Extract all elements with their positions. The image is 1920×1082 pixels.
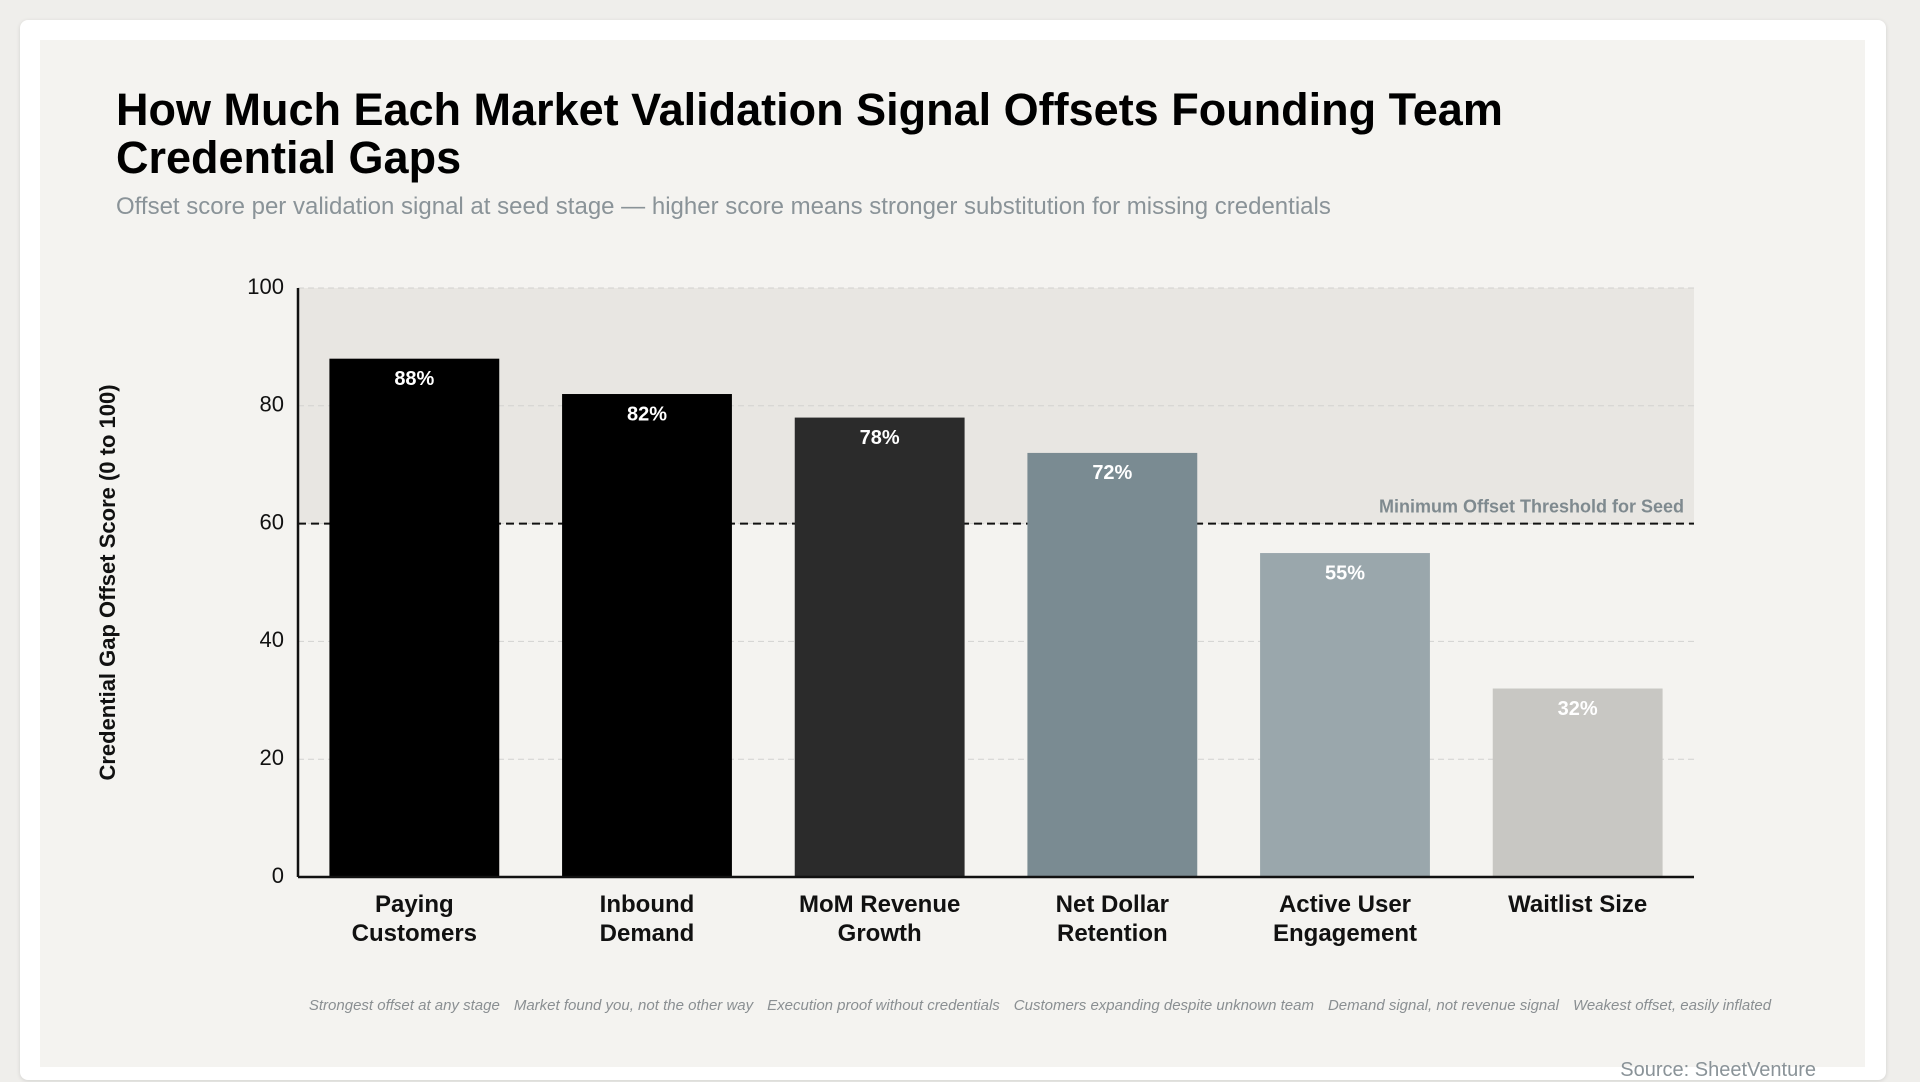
annotation: Market found you, not the other way (513, 997, 754, 1014)
value-label: 78% (860, 427, 900, 449)
bar (1492, 688, 1663, 877)
annotation: Customers expanding despite unknown team (1013, 997, 1314, 1014)
x-tick-label: Inbound Demand (599, 891, 695, 947)
card: How Much Each Market Validation Signal O… (20, 20, 1886, 1081)
y-tick-label: 0 (272, 863, 284, 888)
source: Source: SheetVenture (1620, 1059, 1816, 1081)
bar (329, 358, 500, 877)
threshold-label: Minimum Offset Threshold for Seed (1379, 496, 1684, 516)
x-tick-label: Net Dollar Retention (1055, 891, 1169, 947)
y-tick-label: 60 (260, 509, 284, 534)
y-tick-label: 80 (260, 392, 284, 417)
x-tick-label: MoM Revenue Growth (798, 891, 961, 947)
bar (562, 394, 732, 877)
threshold-zone (298, 288, 1694, 524)
panel: How Much Each Market Validation Signal O… (40, 40, 1865, 1081)
annotation: Demand signal, not revenue signal (1327, 997, 1559, 1014)
chart-title: How Much Each Market Validation Signal O… (116, 84, 1503, 183)
y-tick-label: 20 (260, 745, 284, 770)
x-tick-label: Paying Customers (351, 891, 478, 947)
bar (1027, 452, 1198, 877)
value-label: 72% (1092, 462, 1132, 484)
value-label: 82% (627, 403, 667, 425)
plot: 0 20 40 60 80 100 Credential Gap Offset Score … (95, 274, 1694, 888)
bar (794, 417, 965, 877)
y-tick-label: 40 (260, 627, 284, 652)
annotation: Strongest offset at any stage (308, 997, 500, 1014)
y-tick-label: 100 (247, 274, 284, 299)
y-axis-label: Credential Gap Offset Score (0 to 100) (95, 384, 120, 780)
chart-subtitle: Offset score per validation signal at se… (116, 193, 1331, 220)
annotation: Weakest offset, easily inflated (1572, 997, 1772, 1014)
value-label: 32% (1558, 698, 1598, 720)
annotations: Strongest offset at any stage Market foun… (240, 997, 1840, 1014)
value-label: 55% (1325, 562, 1365, 584)
bar (1260, 553, 1430, 877)
x-tick-label: Active User Engagement (1272, 891, 1418, 947)
annotation: Execution proof without credentials (767, 997, 1000, 1014)
value-label: 88% (394, 368, 434, 390)
x-tick-label: Waitlist Size (1508, 891, 1648, 918)
